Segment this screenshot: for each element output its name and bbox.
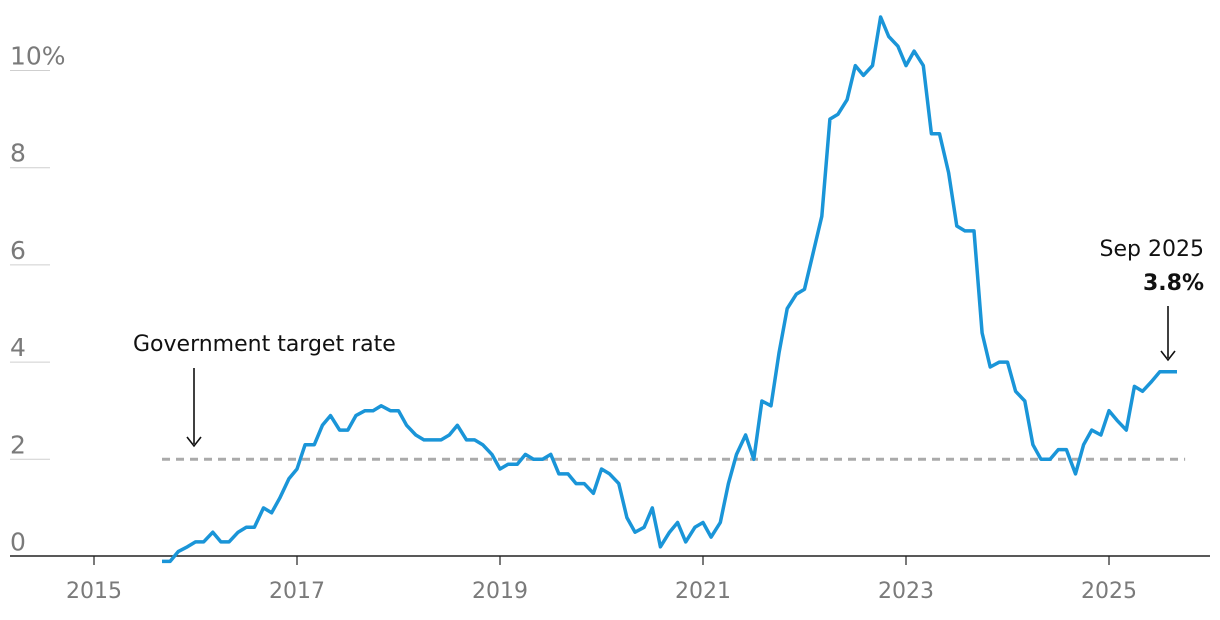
end-value-arrow-icon [1160, 306, 1176, 362]
end-date-label: Sep 2025 [1100, 237, 1204, 262]
x-tick-label-2021: 2021 [675, 579, 731, 604]
end-value-label: 3.8% [1143, 271, 1204, 296]
x-tick-label-2019: 2019 [472, 579, 528, 604]
x-axis-ticks: 2015 2017 2019 2021 2023 2025 [66, 556, 1137, 604]
y-tick-label-0: 0 [10, 528, 26, 557]
x-tick-label-2017: 2017 [269, 579, 325, 604]
y-axis-tick-labels: 0 2 4 6 8 10% [10, 42, 66, 557]
y-tick-label-10: 10% [10, 42, 66, 71]
x-tick-label-2025: 2025 [1081, 579, 1137, 604]
target-rate-arrow-icon [186, 368, 202, 448]
y-tick-label-6: 6 [10, 236, 26, 265]
y-tick-label-4: 4 [10, 333, 26, 362]
inflation-series-line [162, 15, 1177, 564]
gridlines [10, 70, 50, 460]
y-tick-label-8: 8 [10, 139, 26, 168]
target-rate-label: Government target rate [133, 332, 396, 357]
y-tick-label-2: 2 [10, 430, 26, 459]
x-tick-label-2023: 2023 [878, 579, 934, 604]
x-tick-label-2015: 2015 [66, 579, 122, 604]
